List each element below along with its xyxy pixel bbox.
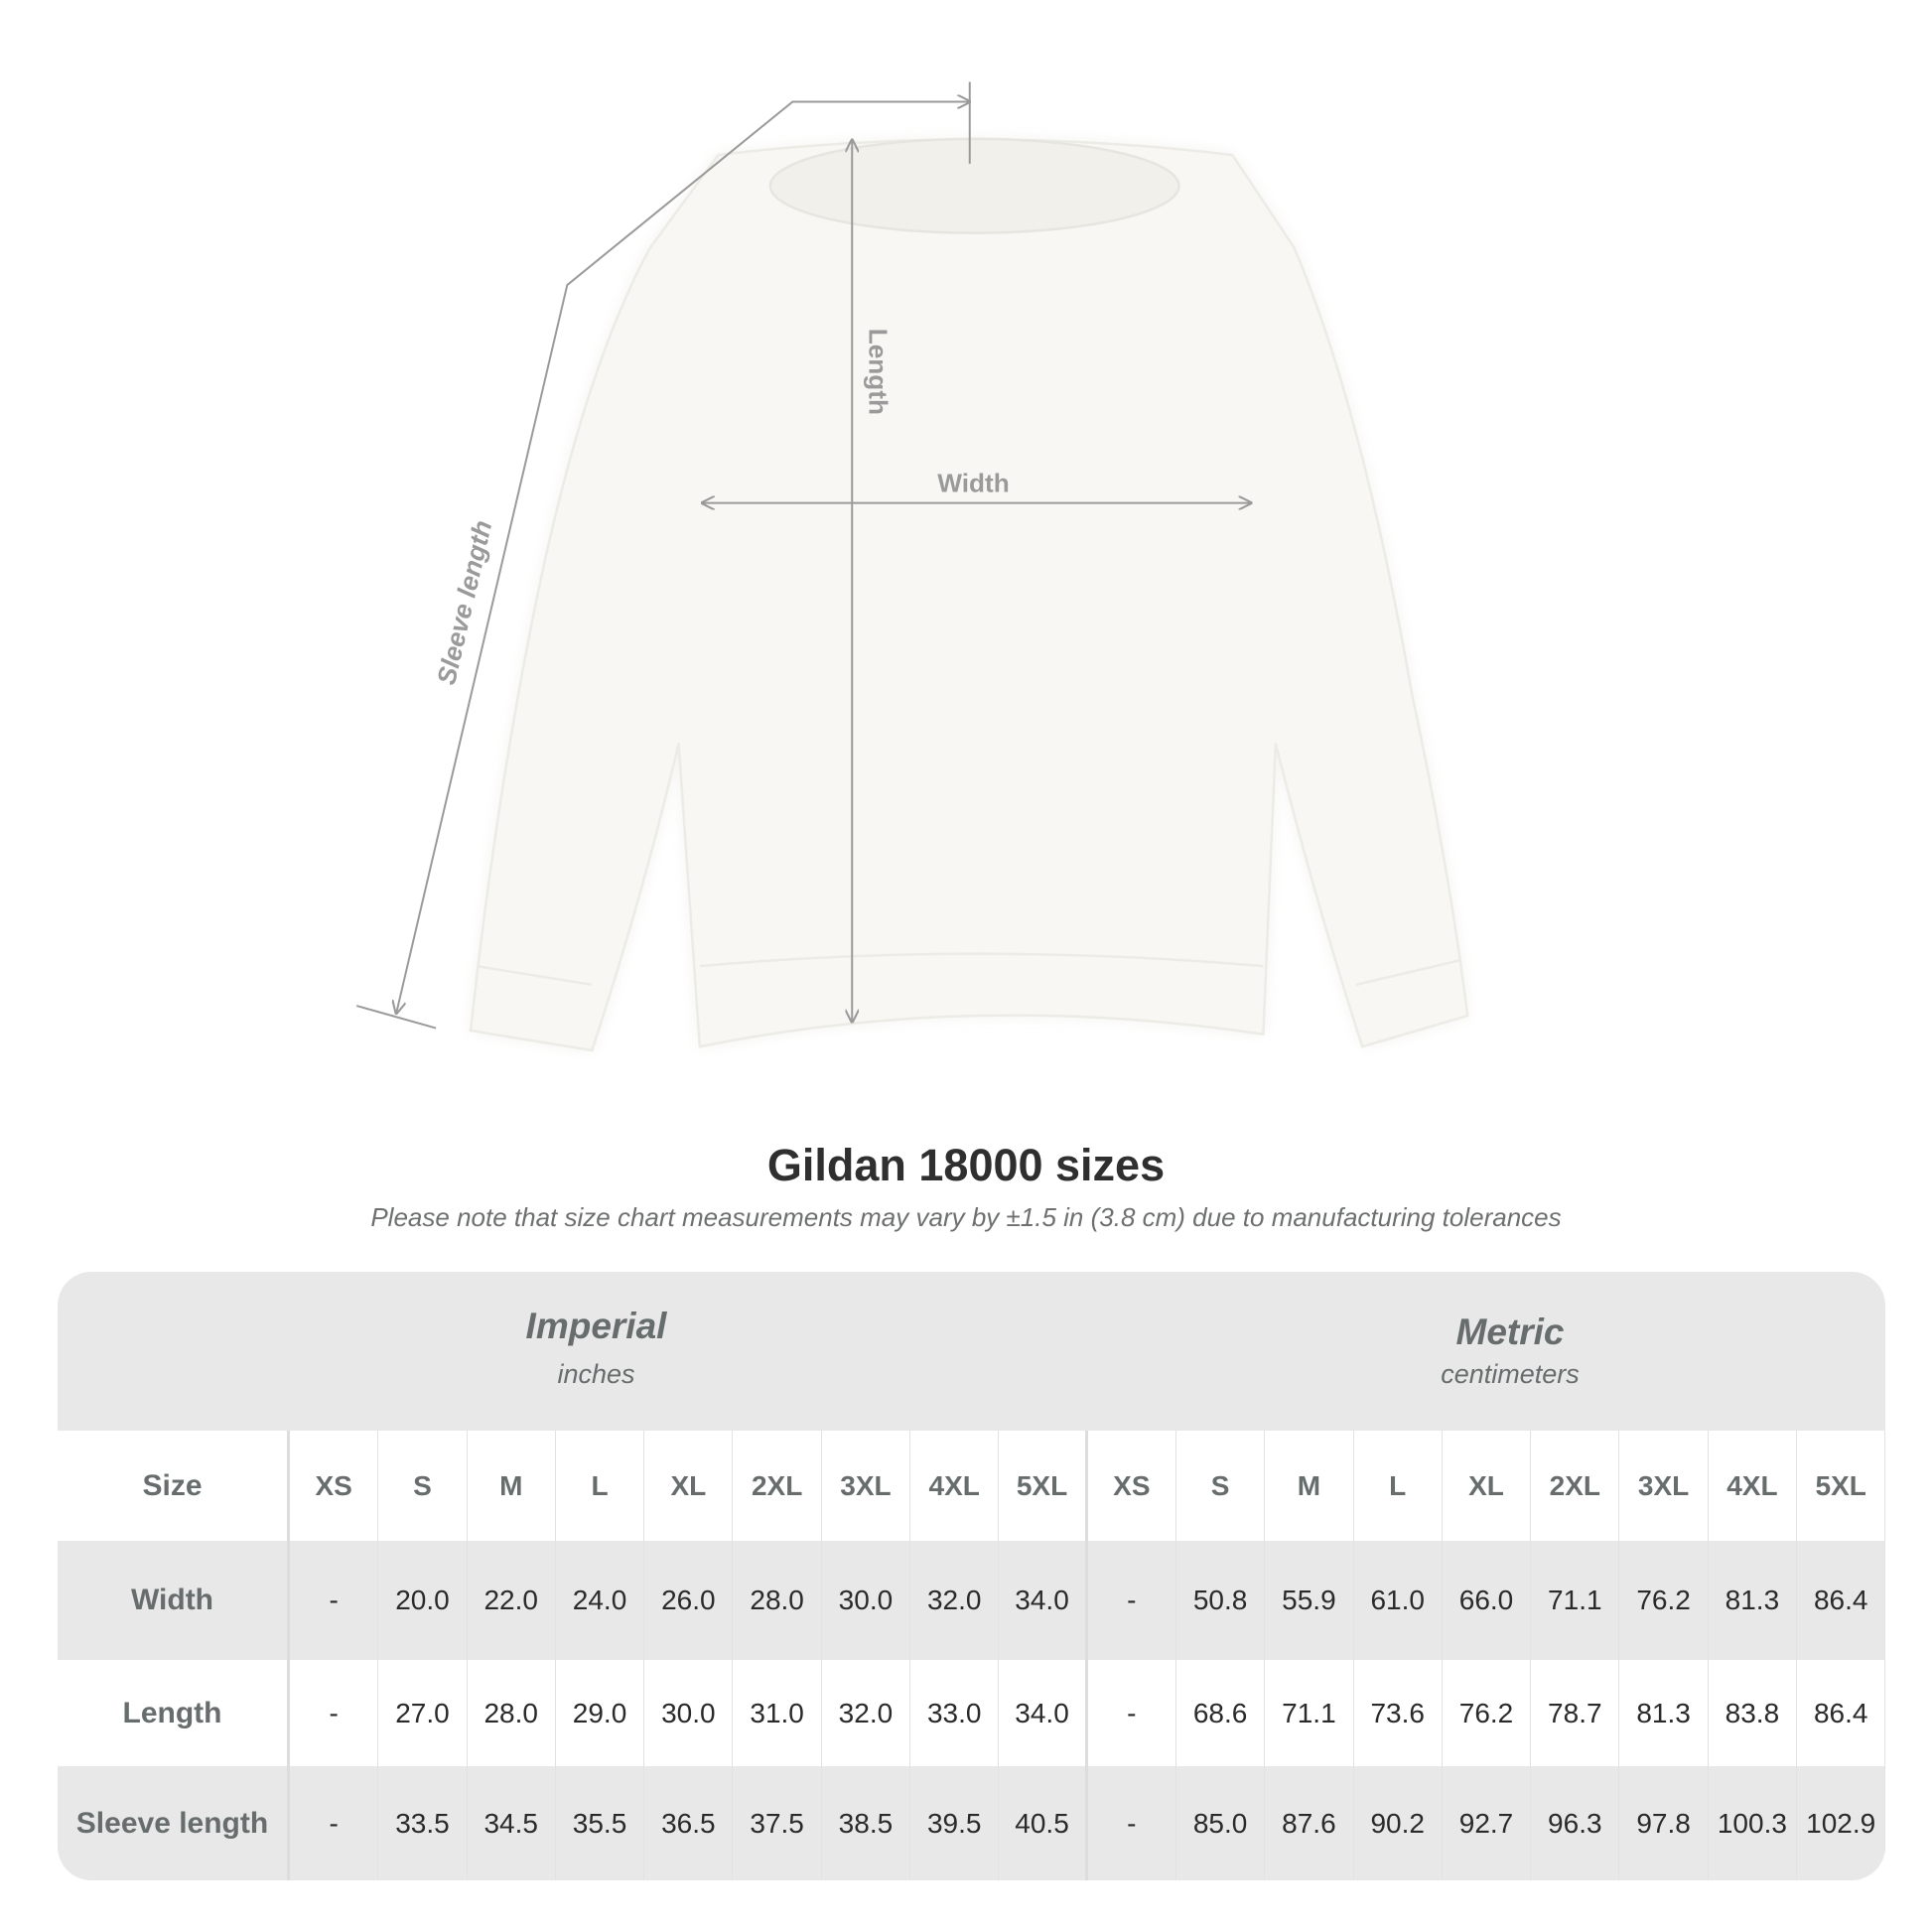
- metric-value-cell: 61.0: [1354, 1541, 1443, 1660]
- imperial-size-header: XS: [290, 1431, 379, 1541]
- metric-title: Metric: [1455, 1311, 1565, 1352]
- metric-value-cell: 76.2: [1443, 1660, 1532, 1766]
- metric-value-cell: 68.6: [1176, 1660, 1266, 1766]
- imperial-value-cell: 29.0: [556, 1660, 645, 1766]
- imperial-value-cell: 34.5: [468, 1766, 556, 1880]
- metric-size-header: XS: [1088, 1431, 1176, 1541]
- metric-value-cell: 76.2: [1619, 1541, 1709, 1660]
- metric-value-cell: 87.6: [1265, 1766, 1354, 1880]
- imperial-size-header: M: [468, 1431, 556, 1541]
- metric-size-header: S: [1176, 1431, 1266, 1541]
- imperial-value-cell: 30.0: [822, 1541, 911, 1660]
- sweatshirt-measurement-diagram: Length Width Sleeve length: [355, 81, 1469, 1052]
- metric-value-cell: 97.8: [1619, 1766, 1709, 1880]
- imperial-value-cell: 39.5: [910, 1766, 1000, 1880]
- metric-group-header: Metric centimeters: [1135, 1272, 1885, 1431]
- imperial-value-cell: 32.0: [910, 1541, 1000, 1660]
- metric-size-header: 2XL: [1531, 1431, 1620, 1541]
- table-header-band: [58, 1272, 1885, 1431]
- imperial-value-cell: -: [290, 1660, 379, 1766]
- imperial-value-cell: 33.5: [378, 1766, 468, 1880]
- length-label: Length: [864, 329, 894, 415]
- metric-value-cell: -: [1088, 1766, 1176, 1880]
- metric-size-header: 4XL: [1709, 1431, 1798, 1541]
- imperial-value-cell: 32.0: [822, 1660, 911, 1766]
- imperial-value-cell: 40.5: [999, 1766, 1088, 1880]
- sleeve-measure-tick-bottom: [355, 1005, 437, 1030]
- imperial-value-cell: 35.5: [556, 1766, 645, 1880]
- imperial-size-header: 4XL: [910, 1431, 1000, 1541]
- imperial-size-header: XL: [644, 1431, 734, 1541]
- imperial-size-header: 5XL: [999, 1431, 1088, 1541]
- row-label: Width: [58, 1541, 290, 1660]
- metric-value-cell: 71.1: [1265, 1660, 1354, 1766]
- sleeve-measure-line: [396, 101, 970, 1013]
- metric-value-cell: 78.7: [1531, 1660, 1620, 1766]
- imperial-value-cell: 28.0: [733, 1541, 822, 1660]
- size-header-row: Size XS S M L XL 2XL 3XL 4XL 5XL XS S M L XL 2XL 3XL 4XL 5…: [58, 1431, 1885, 1541]
- imperial-value-cell: 22.0: [468, 1541, 556, 1660]
- metric-size-header: XL: [1443, 1431, 1532, 1541]
- imperial-value-cell: 34.0: [999, 1660, 1088, 1766]
- metric-unit: centimeters: [1441, 1359, 1580, 1389]
- imperial-size-header: 3XL: [822, 1431, 911, 1541]
- metric-value-cell: 83.8: [1709, 1660, 1798, 1766]
- metric-size-header: 5XL: [1797, 1431, 1885, 1541]
- metric-size-header: 3XL: [1619, 1431, 1709, 1541]
- metric-value-cell: 92.7: [1443, 1766, 1532, 1880]
- metric-value-cell: 73.6: [1354, 1660, 1443, 1766]
- imperial-value-cell: 33.0: [910, 1660, 1000, 1766]
- imperial-value-cell: 20.0: [378, 1541, 468, 1660]
- imperial-value-cell: 31.0: [733, 1660, 822, 1766]
- imperial-value-cell: 27.0: [378, 1660, 468, 1766]
- metric-value-cell: 50.8: [1176, 1541, 1266, 1660]
- row-label: Length: [58, 1660, 290, 1766]
- sleeve-length-label: Sleeve length: [431, 517, 497, 687]
- metric-value-cell: -: [1088, 1541, 1176, 1660]
- imperial-size-header: L: [556, 1431, 645, 1541]
- sweatshirt-image: [469, 137, 1469, 1052]
- row-label: Size: [58, 1431, 290, 1541]
- imperial-value-cell: 38.5: [822, 1766, 911, 1880]
- imperial-value-cell: 28.0: [468, 1660, 556, 1766]
- metric-value-cell: 85.0: [1176, 1766, 1266, 1880]
- metric-value-cell: 81.3: [1619, 1660, 1709, 1766]
- table-row: Sleeve length -33.5 34.5 35.5 36.5 37.5 38.5 39…: [58, 1766, 1885, 1880]
- metric-value-cell: 86.4: [1797, 1541, 1885, 1660]
- width-label: Width: [937, 468, 1009, 497]
- imperial-size-header: 2XL: [733, 1431, 822, 1541]
- table-row: Length -27.0 28.0 29.0 30.0 31.0 32.0 33.0 34.0-…: [58, 1660, 1885, 1766]
- metric-value-cell: 86.4: [1797, 1660, 1885, 1766]
- metric-value-cell: 96.3: [1531, 1766, 1620, 1880]
- imperial-value-cell: -: [290, 1541, 379, 1660]
- imperial-group-header: Imperial inches: [58, 1272, 1135, 1431]
- imperial-size-header: S: [378, 1431, 468, 1541]
- metric-value-cell: 66.0: [1443, 1541, 1532, 1660]
- tolerance-note: Please note that size chart measurements…: [370, 1202, 1562, 1232]
- metric-value-cell: 55.9: [1265, 1541, 1354, 1660]
- table-row: Width -20.0 22.0 24.0 26.0 28.0 30.0 32.0 34.0-5…: [58, 1541, 1885, 1660]
- imperial-value-cell: 37.5: [733, 1766, 822, 1880]
- metric-value-cell: 71.1: [1531, 1541, 1620, 1660]
- imperial-value-cell: 34.0: [999, 1541, 1088, 1660]
- metric-value-cell: -: [1088, 1660, 1176, 1766]
- metric-value-cell: 100.3: [1709, 1766, 1798, 1880]
- metric-value-cell: 81.3: [1709, 1541, 1798, 1660]
- row-label: Sleeve length: [58, 1766, 290, 1880]
- imperial-value-cell: 24.0: [556, 1541, 645, 1660]
- metric-size-header: M: [1265, 1431, 1354, 1541]
- imperial-title: Imperial: [525, 1306, 667, 1346]
- imperial-value-cell: 36.5: [644, 1766, 734, 1880]
- imperial-value-cell: 26.0: [644, 1541, 734, 1660]
- size-chart-table: Imperial inches Metric centimeters Size X…: [58, 1272, 1885, 1880]
- metric-value-cell: 90.2: [1354, 1766, 1443, 1880]
- imperial-unit: inches: [557, 1359, 635, 1389]
- imperial-value-cell: -: [290, 1766, 379, 1880]
- metric-size-header: L: [1354, 1431, 1443, 1541]
- imperial-value-cell: 30.0: [644, 1660, 734, 1766]
- page-title: Gildan 18000 sizes: [766, 1140, 1166, 1190]
- metric-value-cell: 102.9: [1797, 1766, 1885, 1880]
